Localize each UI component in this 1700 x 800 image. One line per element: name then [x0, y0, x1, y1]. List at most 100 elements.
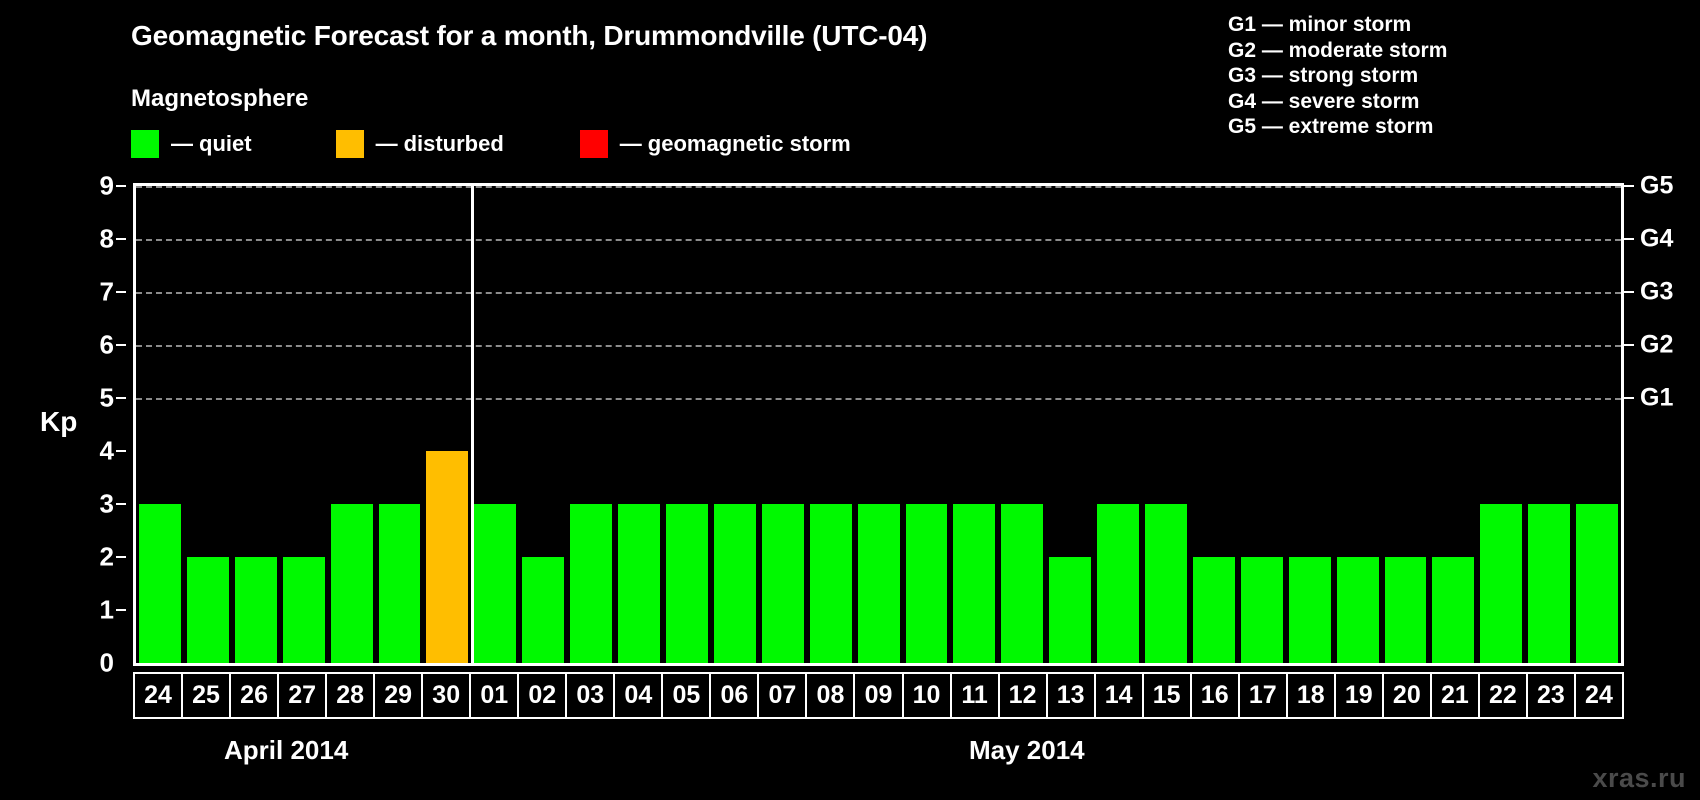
- date-cell-14[interactable]: 08: [807, 674, 856, 717]
- bar-slot[interactable]: [1046, 186, 1094, 663]
- date-cell-16[interactable]: 10: [904, 674, 952, 717]
- bar-slot[interactable]: [1094, 186, 1142, 663]
- date-cell-8[interactable]: 02: [519, 674, 568, 717]
- date-cell-29[interactable]: 23: [1528, 674, 1576, 717]
- plot-inner: [136, 186, 1621, 663]
- date-cell-3[interactable]: 27: [279, 674, 328, 717]
- date-cell-12[interactable]: 06: [711, 674, 760, 717]
- gscale-row-g4: G4 — severe storm: [1228, 89, 1420, 113]
- bar-slot[interactable]: [1334, 186, 1382, 663]
- bar-20[interactable]: [1384, 557, 1427, 663]
- date-cell-2[interactable]: 26: [231, 674, 280, 717]
- date-cell-0[interactable]: 24: [135, 674, 184, 717]
- bar-16[interactable]: [1192, 557, 1235, 663]
- date-cell-1[interactable]: 25: [183, 674, 232, 717]
- bar-slot[interactable]: [1382, 186, 1430, 663]
- bar-11[interactable]: [953, 504, 996, 663]
- date-cell-17[interactable]: 11: [952, 674, 1000, 717]
- bar-19[interactable]: [1336, 557, 1379, 663]
- bar-10[interactable]: [905, 504, 948, 663]
- bar-17[interactable]: [1240, 557, 1283, 663]
- bar-slot[interactable]: [855, 186, 903, 663]
- bar-slot[interactable]: [376, 186, 424, 663]
- bar-05[interactable]: [665, 504, 708, 663]
- bar-slot[interactable]: [1477, 186, 1525, 663]
- bar-slot[interactable]: [471, 186, 519, 663]
- date-cell-7[interactable]: 01: [471, 674, 520, 717]
- date-cell-13[interactable]: 07: [759, 674, 808, 717]
- bar-24[interactable]: [139, 504, 181, 663]
- bar-slot[interactable]: [567, 186, 615, 663]
- date-cell-6[interactable]: 30: [423, 674, 472, 717]
- date-cell-28[interactable]: 22: [1480, 674, 1528, 717]
- bar-29[interactable]: [378, 504, 421, 663]
- month-divider: [471, 186, 475, 663]
- bar-slot[interactable]: [1286, 186, 1334, 663]
- date-cell-27[interactable]: 21: [1432, 674, 1480, 717]
- gridline-kp-9: [136, 186, 1621, 188]
- bar-slot[interactable]: [711, 186, 759, 663]
- date-cell-19[interactable]: 13: [1048, 674, 1096, 717]
- date-cell-10[interactable]: 04: [615, 674, 664, 717]
- bar-30[interactable]: [426, 451, 469, 663]
- bar-slot[interactable]: [1429, 186, 1477, 663]
- bar-21[interactable]: [1432, 557, 1475, 663]
- bar-03[interactable]: [570, 504, 613, 663]
- bar-slot[interactable]: [807, 186, 855, 663]
- date-cell-18[interactable]: 12: [1000, 674, 1048, 717]
- bar-slot[interactable]: [615, 186, 663, 663]
- bar-26[interactable]: [234, 557, 277, 663]
- gscale-legend: G1 — minor storm G2 — moderate storm G3 — …: [1228, 12, 1447, 140]
- bar-slot[interactable]: [280, 186, 328, 663]
- date-cell-9[interactable]: 03: [567, 674, 616, 717]
- date-cell-23[interactable]: 17: [1240, 674, 1288, 717]
- bar-slot[interactable]: [136, 186, 184, 663]
- bar-15[interactable]: [1145, 504, 1187, 663]
- bar-24[interactable]: [1576, 504, 1619, 663]
- bar-01[interactable]: [474, 504, 517, 663]
- bar-18[interactable]: [1288, 557, 1331, 663]
- bar-14[interactable]: [1097, 504, 1140, 663]
- date-cell-5[interactable]: 29: [375, 674, 424, 717]
- bar-25[interactable]: [186, 557, 229, 663]
- date-cell-26[interactable]: 20: [1384, 674, 1432, 717]
- bar-slot[interactable]: [1142, 186, 1190, 663]
- bar-slot[interactable]: [1525, 186, 1573, 663]
- date-cell-22[interactable]: 16: [1192, 674, 1240, 717]
- bar-28[interactable]: [330, 504, 373, 663]
- bar-slot[interactable]: [423, 186, 471, 663]
- bar-06[interactable]: [713, 504, 756, 663]
- date-cell-15[interactable]: 09: [855, 674, 904, 717]
- bar-13[interactable]: [1049, 557, 1092, 663]
- bar-slot[interactable]: [759, 186, 807, 663]
- bar-23[interactable]: [1528, 504, 1571, 663]
- plot-area: [133, 183, 1624, 666]
- bar-27[interactable]: [282, 557, 325, 663]
- date-cell-4[interactable]: 28: [327, 674, 376, 717]
- date-cell-11[interactable]: 05: [663, 674, 712, 717]
- bar-02[interactable]: [522, 557, 565, 663]
- bar-slot[interactable]: [519, 186, 567, 663]
- bar-slot[interactable]: [1573, 186, 1621, 663]
- bar-slot[interactable]: [950, 186, 998, 663]
- bar-slot[interactable]: [184, 186, 232, 663]
- date-cell-30[interactable]: 24: [1585, 681, 1613, 709]
- bar-04[interactable]: [618, 504, 660, 663]
- date-cell-25[interactable]: 19: [1336, 674, 1384, 717]
- bar-slot[interactable]: [1190, 186, 1238, 663]
- bar-09[interactable]: [857, 504, 900, 663]
- bar-slot[interactable]: [1238, 186, 1286, 663]
- bar-08[interactable]: [809, 504, 852, 663]
- date-cell-24[interactable]: 18: [1288, 674, 1336, 717]
- bar-slot[interactable]: [328, 186, 376, 663]
- activity-legend: — quiet — disturbed — geomagnetic storm: [131, 130, 851, 158]
- bar-22[interactable]: [1480, 504, 1523, 663]
- date-cell-20[interactable]: 14: [1096, 674, 1144, 717]
- bar-07[interactable]: [761, 504, 804, 663]
- bar-slot[interactable]: [903, 186, 951, 663]
- date-cell-21[interactable]: 15: [1144, 674, 1192, 717]
- bar-12[interactable]: [1001, 504, 1044, 663]
- bar-slot[interactable]: [998, 186, 1046, 663]
- bar-slot[interactable]: [232, 186, 280, 663]
- bar-slot[interactable]: [663, 186, 711, 663]
